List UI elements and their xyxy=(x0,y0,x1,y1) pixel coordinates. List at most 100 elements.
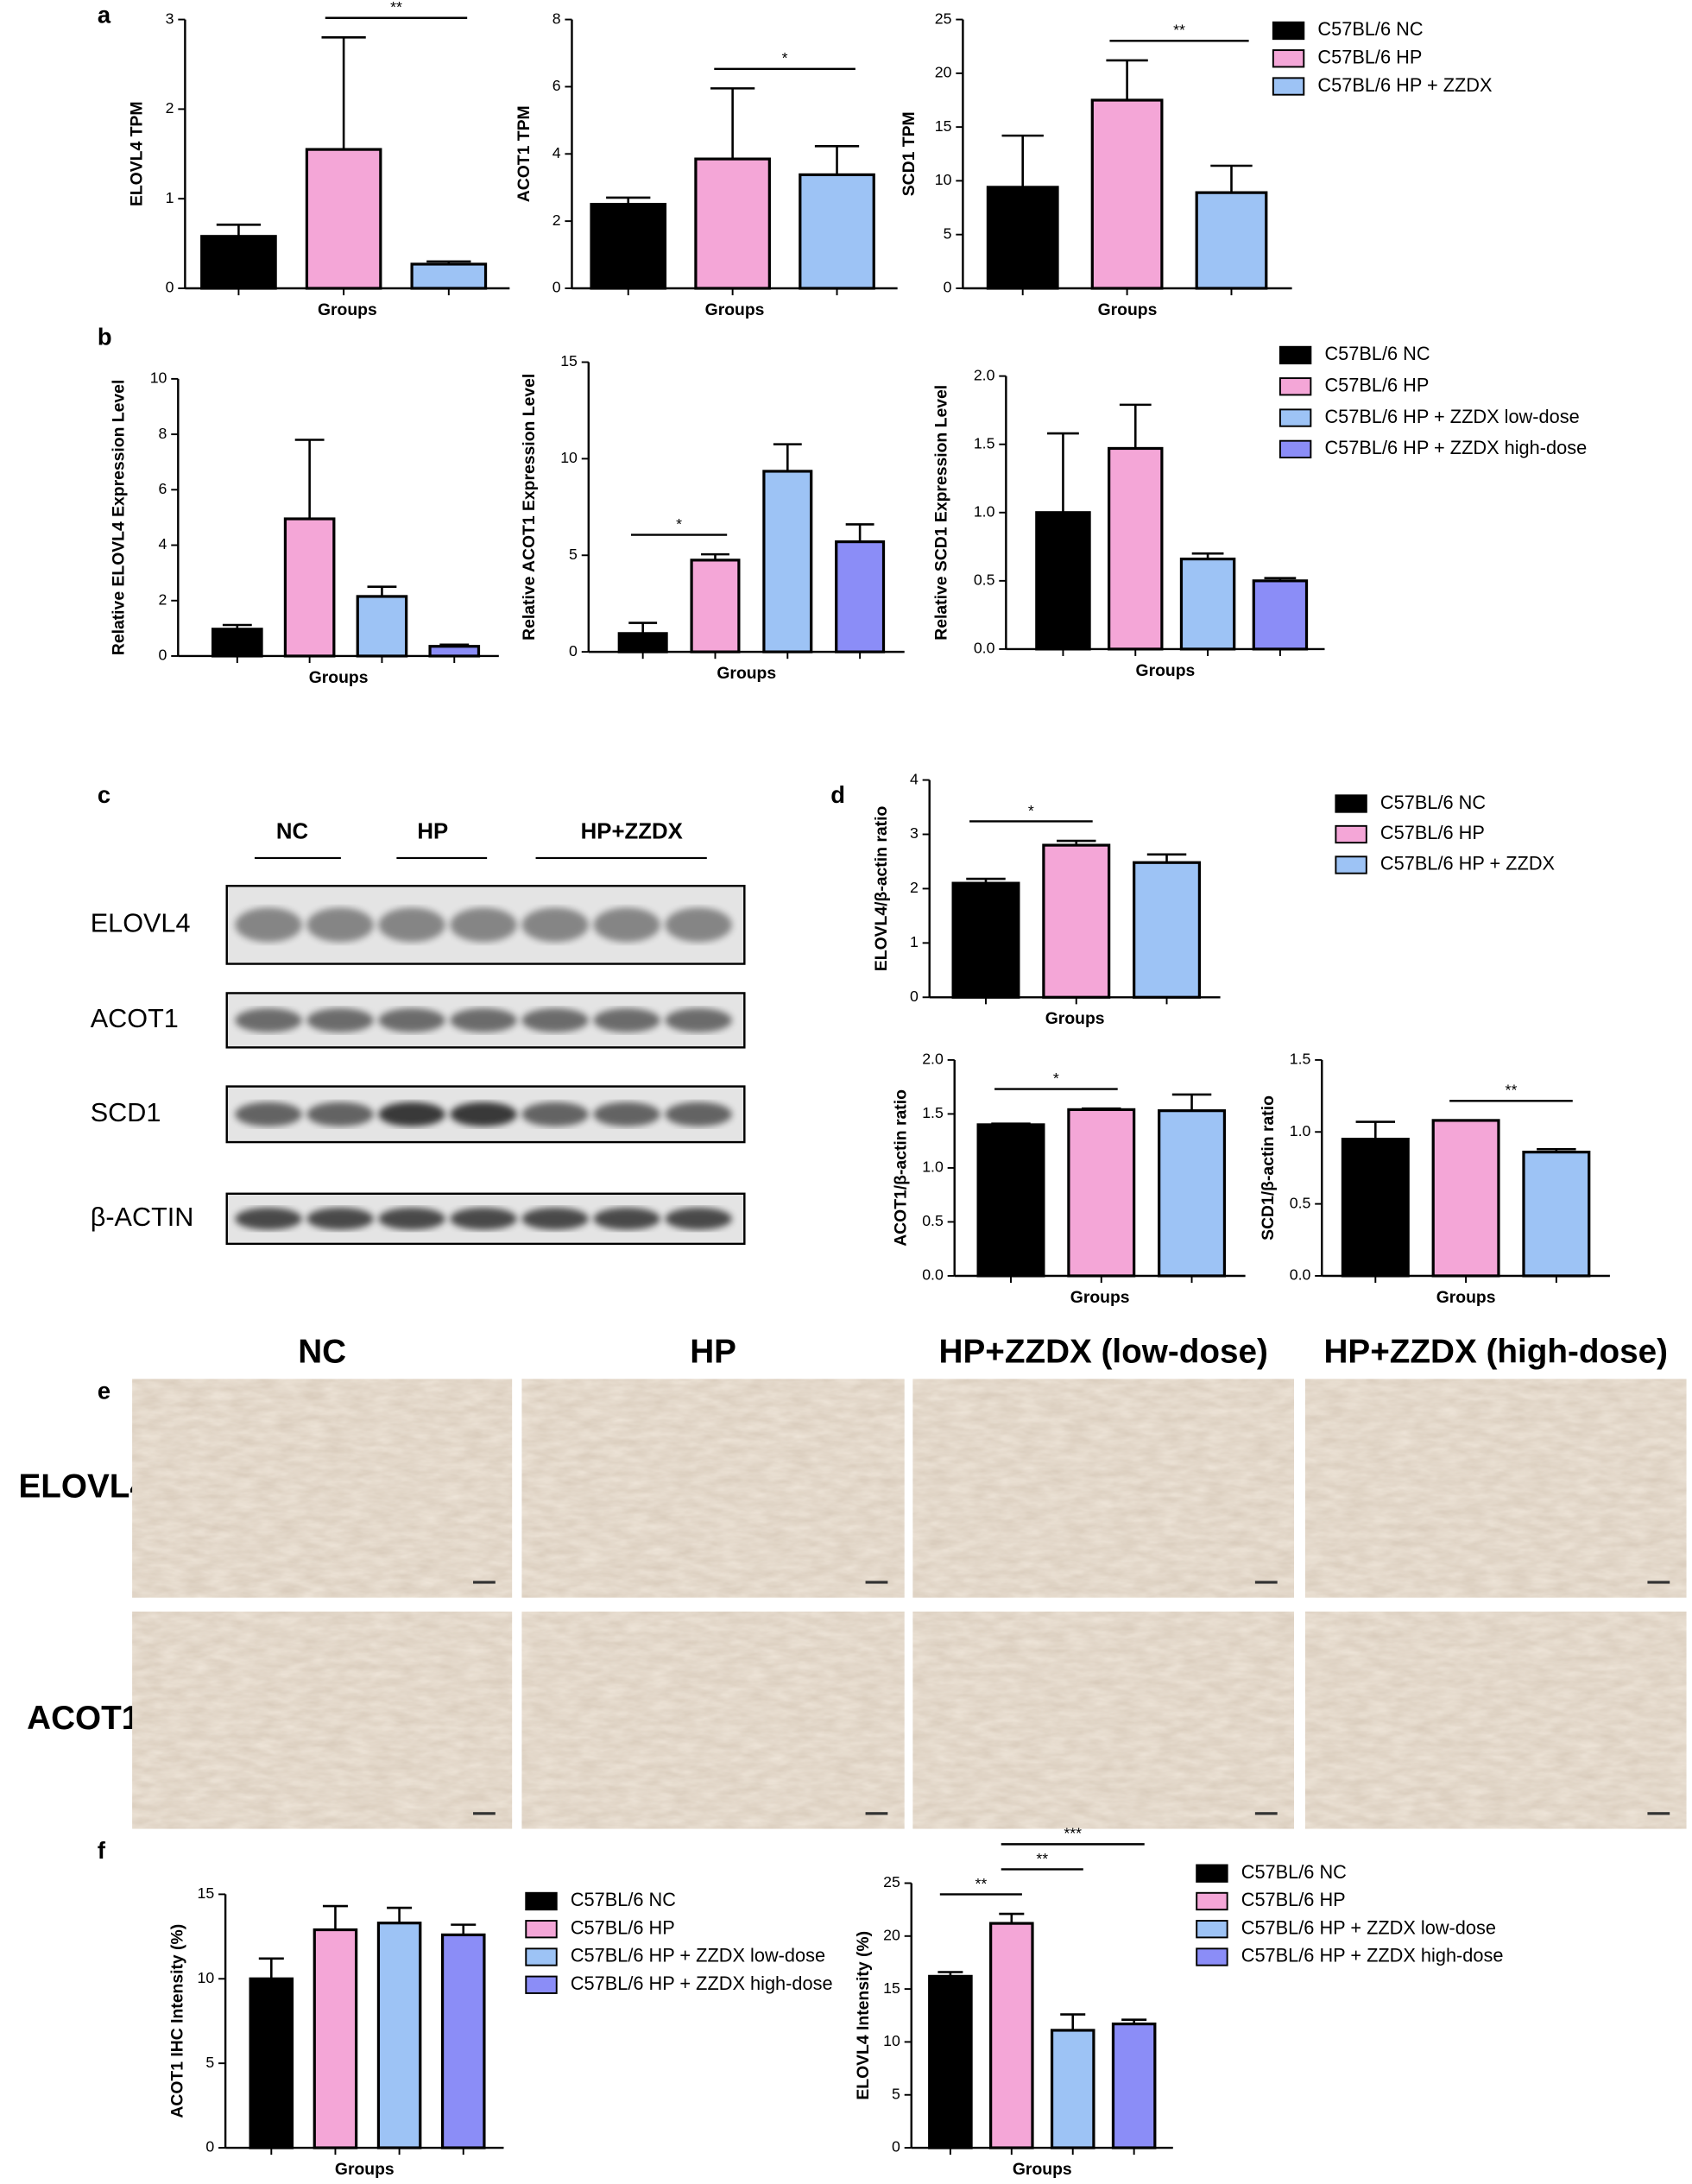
blot-band xyxy=(306,1101,374,1127)
bar xyxy=(200,235,277,290)
y-tick-label: 15 xyxy=(935,117,952,135)
legend-swatch xyxy=(1196,1920,1228,1939)
y-tick-label: 2 xyxy=(159,590,167,608)
y-tick-label: 3 xyxy=(910,824,919,842)
scale-bar xyxy=(865,1581,888,1584)
legend-label: C57BL/6 HP + ZZDX low-dose xyxy=(571,1945,825,1966)
legend-label: C57BL/6 NC xyxy=(1324,343,1430,364)
blot-band xyxy=(593,907,660,943)
y-tick-label: 0.0 xyxy=(1290,1266,1311,1284)
blot-band xyxy=(593,1208,660,1230)
significance-label: ** xyxy=(1173,22,1185,39)
y-axis-label: Relative SCD1 Expression Level xyxy=(931,385,950,641)
scale-bar xyxy=(1254,1581,1278,1584)
scale-bar xyxy=(1254,1812,1278,1815)
bar xyxy=(428,645,481,658)
x-axis-label: Groups xyxy=(1098,300,1158,319)
legend-label: C57BL/6 NC xyxy=(1241,1861,1347,1883)
blot-band xyxy=(378,907,445,943)
bar xyxy=(1067,1108,1136,1278)
ihc-texture xyxy=(1304,1379,1687,1598)
y-tick-label: 4 xyxy=(910,770,919,787)
legend-swatch xyxy=(1278,408,1312,427)
y-tick-label: 2 xyxy=(166,99,174,117)
legend-swatch xyxy=(1272,21,1305,41)
y-axis-label: ELOVL4 TPM xyxy=(128,102,147,207)
y-tick-label: 2 xyxy=(910,879,919,896)
bar xyxy=(1050,2029,1095,2149)
y-tick-label: 1.0 xyxy=(974,502,995,520)
ihc-texture xyxy=(912,1611,1295,1829)
y-tick-label: 10 xyxy=(883,2032,900,2049)
blot-band xyxy=(235,1101,302,1127)
bar xyxy=(1341,1137,1410,1278)
bar xyxy=(1252,579,1309,651)
y-tick-label: 0 xyxy=(944,279,952,296)
panel-label: c xyxy=(98,781,110,808)
blot-band xyxy=(521,1208,589,1230)
y-tick-label: 20 xyxy=(883,1926,900,1943)
bar xyxy=(1090,98,1164,290)
y-tick-label: 8 xyxy=(159,425,167,442)
blot-band xyxy=(235,1008,302,1032)
y-tick-label: 5 xyxy=(205,2054,214,2071)
y-tick-label: 25 xyxy=(883,1873,900,1890)
blot-band xyxy=(593,1008,660,1032)
legend-swatch xyxy=(1278,377,1312,396)
bar xyxy=(1195,191,1268,290)
blot-band xyxy=(306,1008,374,1032)
ihc-texture xyxy=(521,1611,905,1829)
bar xyxy=(694,157,771,290)
x-axis-label: Groups xyxy=(1013,2160,1072,2179)
blot-band xyxy=(235,1208,302,1230)
y-tick-label: 1.5 xyxy=(922,1104,944,1121)
scale-bar xyxy=(1647,1812,1670,1815)
y-tick-label: 10 xyxy=(150,369,167,387)
legend-swatch xyxy=(1278,439,1312,459)
y-axis-label: Relative ACOT1 Expression Level xyxy=(520,374,539,641)
bar xyxy=(1108,446,1164,651)
x-axis-label: Groups xyxy=(318,300,377,319)
blot-group-label: HP+ZZDX xyxy=(581,820,683,844)
y-tick-label: 0.5 xyxy=(974,571,995,589)
bar xyxy=(617,632,668,653)
panel-label: e xyxy=(98,1378,110,1404)
significance-label: * xyxy=(1028,802,1034,819)
y-axis-label: SCD1 TPM xyxy=(900,111,919,196)
significance-label: ** xyxy=(1036,1850,1048,1867)
bar xyxy=(976,1123,1045,1278)
y-tick-label: 1.5 xyxy=(974,434,995,451)
bar xyxy=(986,186,1059,290)
ihc-column-label: NC xyxy=(298,1334,346,1371)
legend-label: C57BL/6 HP xyxy=(1317,47,1422,68)
legend-swatch xyxy=(1272,77,1305,96)
y-tick-label: 15 xyxy=(560,352,578,369)
y-tick-label: 0 xyxy=(552,279,561,296)
legend-label: C57BL/6 HP + ZZDX high-dose xyxy=(571,1973,833,1994)
y-tick-label: 10 xyxy=(560,449,578,466)
legend-swatch xyxy=(1335,855,1367,874)
y-tick-label: 2.0 xyxy=(922,1051,944,1068)
ihc-texture xyxy=(132,1379,513,1598)
bar xyxy=(951,881,1020,999)
y-tick-label: 1.5 xyxy=(1290,1051,1311,1068)
significance-label: ** xyxy=(1506,1082,1518,1099)
bar xyxy=(356,595,408,658)
legend-label: C57BL/6 NC xyxy=(1380,792,1486,813)
blot-band xyxy=(378,1008,445,1032)
legend-label: C57BL/6 HP + ZZDX xyxy=(1380,853,1556,874)
bar xyxy=(928,1974,973,2149)
x-axis-label: Groups xyxy=(309,668,369,687)
blot-band xyxy=(378,1101,445,1127)
y-axis-label: Relative ELOVL4 Expression Level xyxy=(110,380,129,655)
blot-band xyxy=(521,1008,589,1032)
y-tick-label: 15 xyxy=(198,1884,215,1902)
bar xyxy=(762,470,813,653)
ihc-texture xyxy=(1304,1611,1687,1829)
bar xyxy=(1133,861,1202,999)
blot-band xyxy=(521,1101,589,1127)
panel-label: a xyxy=(98,2,111,28)
significance-label: ** xyxy=(975,1875,987,1892)
bar xyxy=(690,559,741,653)
y-tick-label: 5 xyxy=(569,546,578,563)
